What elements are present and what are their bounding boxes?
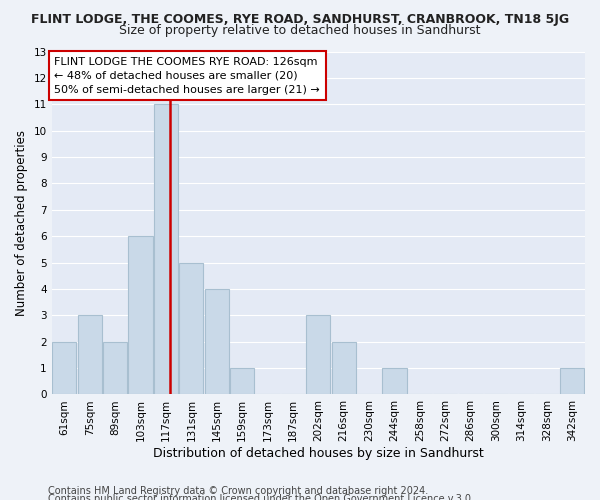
X-axis label: Distribution of detached houses by size in Sandhurst: Distribution of detached houses by size …	[153, 447, 484, 460]
Text: Contains HM Land Registry data © Crown copyright and database right 2024.: Contains HM Land Registry data © Crown c…	[48, 486, 428, 496]
Bar	[332, 342, 356, 394]
Text: Size of property relative to detached houses in Sandhurst: Size of property relative to detached ho…	[119, 24, 481, 37]
Text: FLINT LODGE THE COOMES RYE ROAD: 126sqm
← 48% of detached houses are smaller (20: FLINT LODGE THE COOMES RYE ROAD: 126sqm …	[55, 56, 320, 94]
Text: Contains public sector information licensed under the Open Government Licence v.: Contains public sector information licen…	[48, 494, 474, 500]
Bar	[77, 316, 102, 394]
Text: FLINT LODGE, THE COOMES, RYE ROAD, SANDHURST, CRANBROOK, TN18 5JG: FLINT LODGE, THE COOMES, RYE ROAD, SANDH…	[31, 12, 569, 26]
Bar	[128, 236, 152, 394]
Bar	[52, 342, 76, 394]
Bar	[382, 368, 407, 394]
Bar	[205, 289, 229, 395]
Bar	[230, 368, 254, 394]
Bar	[179, 262, 203, 394]
Bar	[560, 368, 584, 394]
Bar	[306, 316, 331, 394]
Y-axis label: Number of detached properties: Number of detached properties	[15, 130, 28, 316]
Bar	[154, 104, 178, 395]
Bar	[103, 342, 127, 394]
